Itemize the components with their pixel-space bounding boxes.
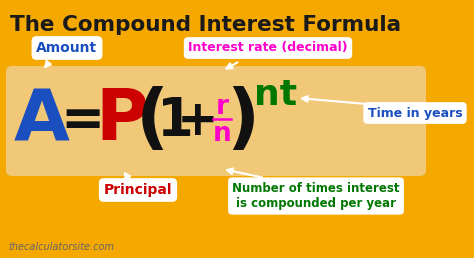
Text: n: n bbox=[213, 121, 231, 147]
Text: ): ) bbox=[227, 86, 260, 156]
Text: Principal: Principal bbox=[104, 183, 172, 197]
Text: r: r bbox=[216, 94, 228, 120]
Text: P: P bbox=[95, 86, 148, 156]
Text: 1: 1 bbox=[156, 95, 193, 147]
Text: Amount: Amount bbox=[36, 41, 98, 55]
Text: The Compound Interest Formula: The Compound Interest Formula bbox=[10, 15, 401, 35]
Text: (: ( bbox=[136, 86, 169, 156]
Text: Interest rate (decimal): Interest rate (decimal) bbox=[188, 42, 348, 54]
Text: Number of times interest
is compounded per year: Number of times interest is compounded p… bbox=[232, 181, 400, 211]
Text: nt: nt bbox=[255, 78, 298, 112]
Text: thecalculatorsite.com: thecalculatorsite.com bbox=[8, 242, 114, 252]
Text: +: + bbox=[177, 97, 219, 145]
FancyBboxPatch shape bbox=[6, 66, 426, 176]
Text: Time in years: Time in years bbox=[368, 107, 462, 119]
Text: A: A bbox=[14, 86, 70, 156]
Text: =: = bbox=[61, 95, 105, 147]
